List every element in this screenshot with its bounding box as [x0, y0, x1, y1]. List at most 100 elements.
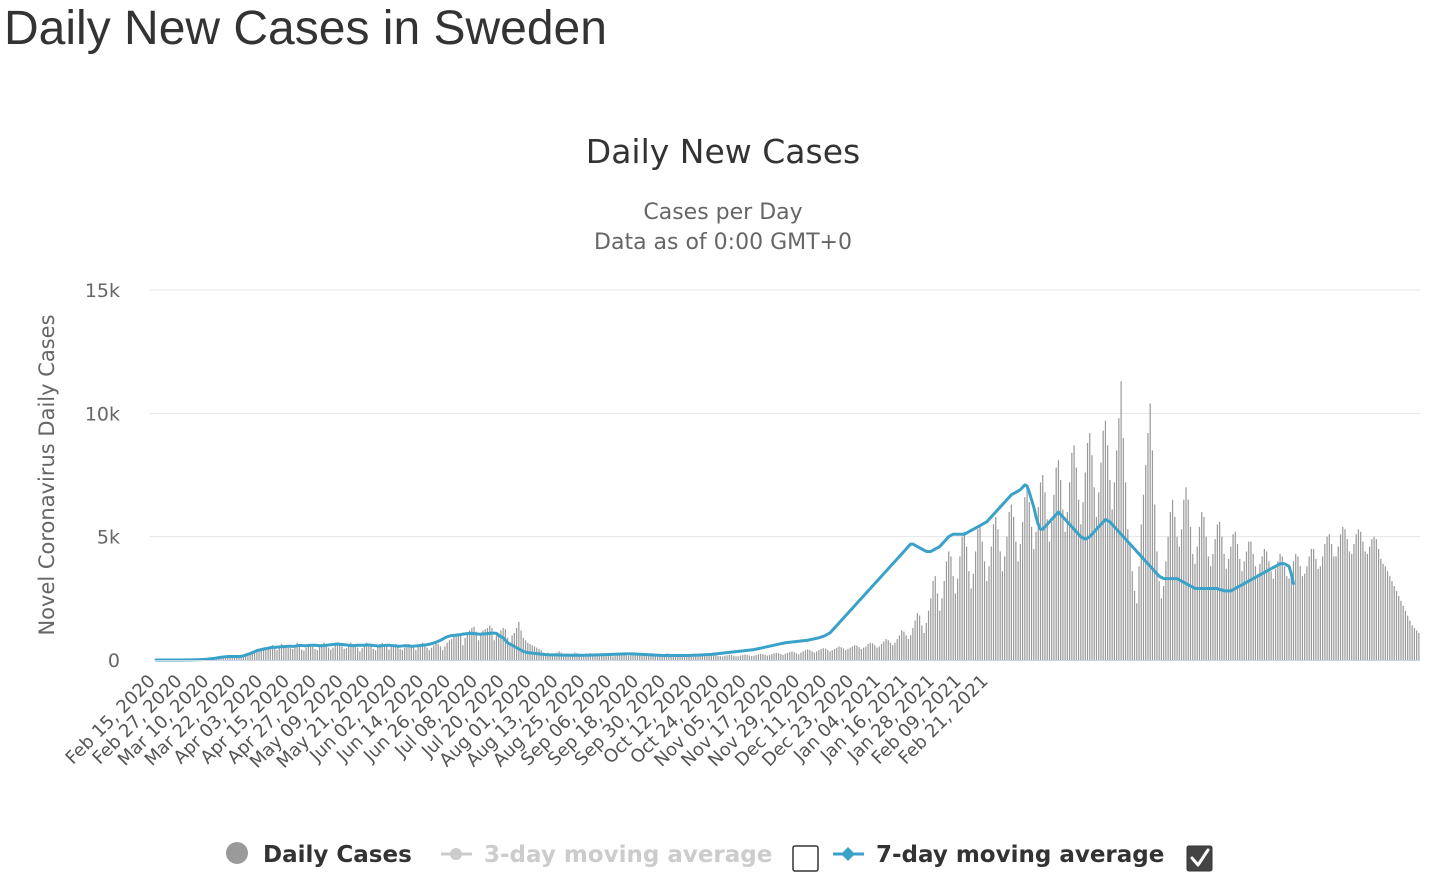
- daily-case-bar[interactable]: [784, 653, 786, 660]
- daily-case-bar[interactable]: [851, 646, 854, 660]
- daily-case-bar[interactable]: [486, 627, 489, 660]
- daily-case-bar[interactable]: [968, 571, 970, 660]
- daily-case-bar[interactable]: [1317, 568, 1319, 660]
- daily-case-bar[interactable]: [782, 655, 784, 660]
- daily-case-bar[interactable]: [1127, 529, 1129, 660]
- daily-case-bar[interactable]: [354, 645, 356, 660]
- daily-case-bar[interactable]: [1053, 494, 1055, 660]
- daily-case-bar[interactable]: [1299, 566, 1301, 660]
- daily-case-bar[interactable]: [1270, 571, 1272, 660]
- daily-case-bar[interactable]: [1122, 438, 1124, 660]
- daily-case-bar[interactable]: [636, 653, 639, 660]
- daily-case-bar[interactable]: [307, 643, 309, 660]
- daily-case-bar[interactable]: [1257, 573, 1259, 660]
- daily-case-bar[interactable]: [406, 645, 408, 660]
- daily-case-bar[interactable]: [491, 627, 493, 660]
- daily-case-bar[interactable]: [1384, 566, 1386, 660]
- daily-case-bar[interactable]: [426, 647, 428, 660]
- daily-case-bar[interactable]: [1044, 492, 1046, 660]
- daily-case-bar[interactable]: [1380, 558, 1382, 660]
- daily-case-bar[interactable]: [863, 647, 865, 660]
- daily-case-bar[interactable]: [421, 642, 424, 660]
- daily-case-bar[interactable]: [1360, 531, 1362, 660]
- daily-case-bar[interactable]: [959, 556, 961, 660]
- daily-case-bar[interactable]: [1077, 499, 1080, 660]
- daily-case-bar[interactable]: [386, 646, 388, 660]
- daily-case-bar[interactable]: [1413, 627, 1416, 660]
- daily-case-bar[interactable]: [1124, 482, 1127, 660]
- daily-case-bar[interactable]: [876, 647, 878, 660]
- daily-case-bar[interactable]: [730, 655, 733, 660]
- daily-case-bar[interactable]: [643, 655, 645, 660]
- daily-case-bar[interactable]: [983, 561, 986, 660]
- legend-item-3-day-average[interactable]: 3-day moving average: [441, 842, 772, 868]
- daily-case-bar[interactable]: [974, 551, 977, 660]
- daily-case-bar[interactable]: [625, 655, 627, 660]
- daily-case-bar[interactable]: [301, 649, 303, 660]
- daily-case-bar[interactable]: [1339, 534, 1342, 660]
- daily-case-bar[interactable]: [256, 650, 258, 660]
- daily-case-bar[interactable]: [1194, 563, 1196, 660]
- daily-case-bar[interactable]: [988, 566, 990, 660]
- daily-case-bar[interactable]: [1382, 563, 1384, 660]
- daily-case-bar[interactable]: [704, 656, 706, 660]
- checkbox-3-day-average[interactable]: [792, 845, 819, 872]
- daily-case-bar[interactable]: [424, 643, 426, 660]
- daily-case-bar[interactable]: [921, 625, 923, 660]
- daily-case-bar[interactable]: [1333, 556, 1335, 660]
- daily-case-bar[interactable]: [856, 645, 858, 660]
- daily-case-bar[interactable]: [901, 630, 903, 660]
- daily-case-bar[interactable]: [737, 656, 739, 660]
- daily-case-bar[interactable]: [1395, 590, 1398, 660]
- daily-case-bar[interactable]: [457, 634, 459, 660]
- daily-case-bar[interactable]: [323, 642, 325, 660]
- daily-case-bar[interactable]: [507, 637, 509, 660]
- daily-case-bar[interactable]: [934, 576, 936, 660]
- daily-case-bar[interactable]: [292, 648, 294, 660]
- daily-case-bar[interactable]: [963, 531, 965, 660]
- daily-case-bar[interactable]: [869, 642, 871, 660]
- daily-case-bar[interactable]: [1212, 553, 1214, 660]
- daily-case-bar[interactable]: [245, 653, 247, 660]
- daily-case-bar[interactable]: [1259, 563, 1261, 660]
- daily-case-bar[interactable]: [1082, 502, 1084, 660]
- daily-case-bar[interactable]: [612, 656, 614, 660]
- daily-case-bar[interactable]: [639, 654, 641, 660]
- daily-case-bar[interactable]: [1328, 534, 1330, 660]
- daily-case-bar[interactable]: [833, 648, 836, 660]
- daily-case-bar[interactable]: [1375, 539, 1377, 660]
- daily-case-bar[interactable]: [1337, 546, 1339, 660]
- daily-case-bar[interactable]: [453, 636, 455, 660]
- daily-case-bar[interactable]: [1221, 536, 1223, 660]
- daily-case-bar[interactable]: [562, 653, 565, 660]
- daily-case-bar[interactable]: [1210, 566, 1212, 660]
- daily-case-bar[interactable]: [1324, 544, 1326, 660]
- daily-case-bar[interactable]: [1158, 581, 1160, 660]
- daily-case-bar[interactable]: [520, 630, 522, 660]
- daily-case-bar[interactable]: [430, 647, 433, 660]
- daily-case-bar[interactable]: [455, 635, 457, 660]
- daily-case-bar[interactable]: [522, 637, 524, 660]
- daily-case-bar[interactable]: [648, 653, 650, 660]
- daily-case-bar[interactable]: [468, 630, 471, 660]
- daily-case-bar[interactable]: [1272, 578, 1274, 660]
- daily-case-bar[interactable]: [395, 643, 397, 660]
- daily-case-bar[interactable]: [598, 656, 601, 660]
- daily-case-bar[interactable]: [818, 650, 820, 660]
- daily-case-bar[interactable]: [610, 655, 612, 660]
- daily-case-bar[interactable]: [294, 645, 296, 660]
- daily-case-bar[interactable]: [1295, 553, 1297, 660]
- daily-case-bar[interactable]: [1138, 566, 1140, 660]
- daily-case-bar[interactable]: [1232, 534, 1234, 660]
- daily-case-bar[interactable]: [1288, 578, 1290, 660]
- daily-case-bar[interactable]: [762, 654, 764, 660]
- daily-case-bar[interactable]: [298, 643, 301, 660]
- daily-case-bar[interactable]: [1019, 544, 1021, 660]
- daily-case-bar[interactable]: [898, 635, 901, 660]
- daily-case-bar[interactable]: [482, 630, 484, 660]
- seven-day-moving-average-line[interactable]: [154, 483, 1295, 662]
- daily-case-bar[interactable]: [1236, 544, 1239, 660]
- daily-case-bar[interactable]: [753, 655, 755, 660]
- daily-case-bar[interactable]: [1245, 551, 1248, 660]
- daily-case-bar[interactable]: [274, 647, 276, 660]
